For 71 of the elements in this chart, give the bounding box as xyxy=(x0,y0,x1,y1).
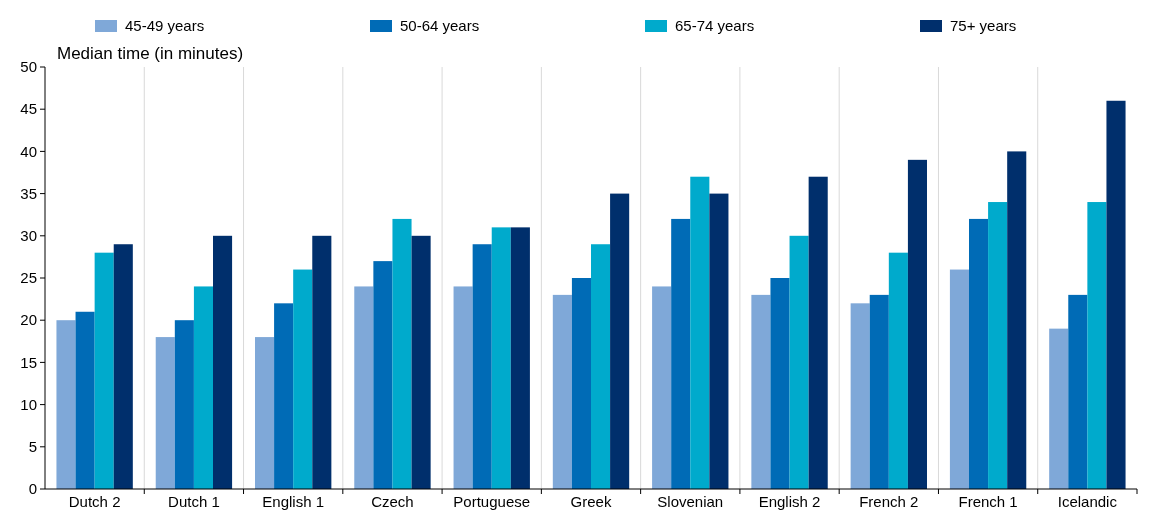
bar xyxy=(751,294,771,489)
bar xyxy=(472,244,492,489)
bar xyxy=(1087,202,1107,489)
y-tick-label: 45 xyxy=(20,100,37,118)
x-tick-label: Greek xyxy=(570,493,612,510)
x-tick-label: French 2 xyxy=(859,493,919,510)
x-tick-label: Portuguese xyxy=(453,493,531,510)
bar xyxy=(213,235,233,489)
bar xyxy=(373,261,393,489)
y-tick-label: 0 xyxy=(28,480,37,498)
bar xyxy=(94,252,114,489)
bar xyxy=(869,294,889,489)
bar xyxy=(411,235,431,489)
bar xyxy=(671,218,691,489)
y-tick-label: 20 xyxy=(20,311,37,329)
bar xyxy=(113,244,133,489)
bar xyxy=(988,202,1008,489)
bar xyxy=(155,337,175,489)
bar xyxy=(1007,151,1027,489)
legend-label: 50-64 years xyxy=(400,17,480,34)
legend-label: 45-49 years xyxy=(125,17,205,34)
y-tick-label: 30 xyxy=(20,227,37,245)
bar xyxy=(255,337,275,489)
bar xyxy=(571,278,591,489)
bar xyxy=(690,176,710,489)
bar xyxy=(652,286,672,489)
bar xyxy=(949,269,969,489)
y-tick-label: 5 xyxy=(28,438,37,456)
legend-label: 65-74 years xyxy=(675,17,755,34)
bar xyxy=(610,193,630,489)
bar xyxy=(888,252,908,489)
bar xyxy=(56,320,76,489)
x-tick-label: English 1 xyxy=(262,493,325,510)
x-tick-label: Icelandic xyxy=(1057,493,1118,510)
y-tick-label: 10 xyxy=(20,395,37,413)
bar xyxy=(789,235,809,489)
bar xyxy=(552,294,572,489)
x-tick-label: Dutch 2 xyxy=(68,493,121,510)
bar xyxy=(808,176,828,489)
bar xyxy=(591,244,611,489)
legend-label: 75+ years xyxy=(950,17,1017,34)
bar xyxy=(709,193,729,489)
bar xyxy=(193,286,213,489)
bar xyxy=(312,235,332,489)
y-tick-label: 35 xyxy=(20,184,37,202)
y-tick-label: 25 xyxy=(20,269,37,287)
bar xyxy=(274,303,294,489)
y-tick-label: 40 xyxy=(20,142,37,160)
x-tick-label: Dutch 1 xyxy=(168,493,220,510)
bar xyxy=(174,320,194,489)
x-tick-label: Czech xyxy=(371,493,414,510)
bar xyxy=(510,227,530,489)
bar xyxy=(392,218,412,489)
x-tick-label: French 1 xyxy=(958,493,1018,510)
bar xyxy=(1068,294,1088,489)
x-tick-label: English 2 xyxy=(758,493,821,510)
bar xyxy=(75,311,95,489)
y-axis-title: Median time (in minutes) xyxy=(57,44,244,63)
bar xyxy=(453,286,473,489)
bar xyxy=(770,278,790,489)
bar xyxy=(850,303,870,489)
bar xyxy=(1049,328,1069,489)
bar xyxy=(491,227,511,489)
bar xyxy=(907,159,927,489)
bar xyxy=(354,286,374,489)
bar xyxy=(969,218,989,489)
y-tick-label: 50 xyxy=(20,58,37,76)
x-tick-label: Slovenian xyxy=(657,493,724,510)
bar xyxy=(293,269,313,489)
y-tick-label: 15 xyxy=(20,353,37,371)
bar xyxy=(1106,100,1126,489)
